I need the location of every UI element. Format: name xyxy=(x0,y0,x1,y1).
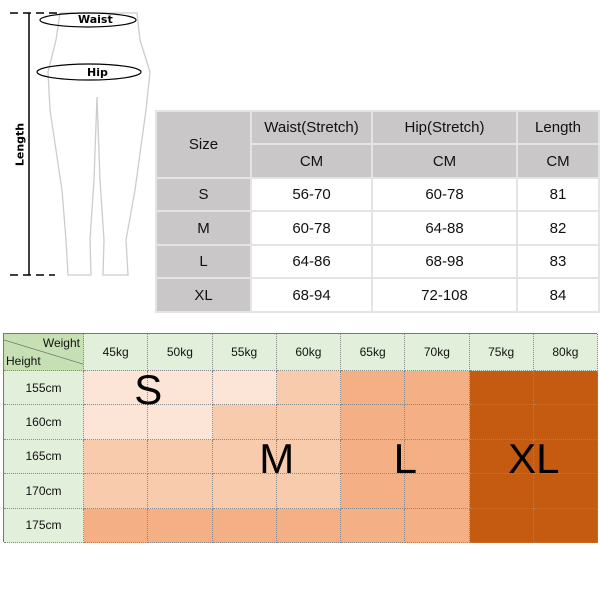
size-cell-l xyxy=(212,508,277,543)
size-cell-xl xyxy=(533,474,598,509)
size-cell-s xyxy=(84,371,149,406)
size-cell-s xyxy=(148,405,213,440)
weight-header: 55kg xyxy=(212,334,277,371)
length-cell: 82 xyxy=(516,210,600,246)
weight-header: 60kg xyxy=(276,334,341,371)
waist-label: Waist xyxy=(78,13,113,26)
size-cell-m xyxy=(276,371,341,406)
size-cell-s xyxy=(148,371,213,406)
size-cell-xl xyxy=(533,439,598,475)
size-cell-l xyxy=(405,439,470,475)
size-cell-xl xyxy=(469,508,534,543)
size-cell-l xyxy=(276,508,341,543)
size-cell-xl xyxy=(533,508,598,543)
size-cell-s xyxy=(212,371,277,406)
length-label: Length xyxy=(13,122,27,167)
unit-length: CM xyxy=(516,143,600,179)
corner-height-label: Height xyxy=(6,354,41,368)
size-cell-l xyxy=(405,474,470,509)
size-cell-xl xyxy=(469,439,534,475)
hip-cell: 60-78 xyxy=(371,177,518,212)
weight-header: 75kg xyxy=(469,334,534,371)
size-cell-l xyxy=(341,371,406,406)
waist-cell: 64-86 xyxy=(250,244,373,279)
corner-header: Weight Height xyxy=(4,334,84,371)
height-header: 160cm xyxy=(4,405,84,440)
table-row: XL 68-94 72-108 84 xyxy=(155,277,600,313)
table-row: S 56-70 60-78 81 xyxy=(155,177,600,212)
size-cell: S xyxy=(155,177,252,212)
size-zone-label-m: M xyxy=(259,435,295,482)
size-cell-l xyxy=(341,405,406,440)
length-cell: 83 xyxy=(516,244,600,279)
size-cell-m xyxy=(276,474,341,509)
size-cell-l xyxy=(341,474,406,509)
size-cell-m xyxy=(212,405,277,440)
height-header: 155cm xyxy=(4,371,84,406)
size-cell-l xyxy=(84,508,149,543)
weight-header: 80kg xyxy=(533,334,598,371)
size-cell: XL xyxy=(155,277,252,313)
header-waist: Waist(Stretch) xyxy=(250,110,373,145)
length-cell: 84 xyxy=(516,277,600,313)
size-cell-l xyxy=(405,508,470,543)
size-zone-label-s: S xyxy=(134,366,163,414)
size-cell-l xyxy=(341,508,406,543)
hip-cell: 64-88 xyxy=(371,210,518,246)
size-cell-m xyxy=(84,474,149,509)
size-cell-l xyxy=(341,439,406,475)
waist-cell: 68-94 xyxy=(250,277,373,313)
unit-waist: CM xyxy=(250,143,373,179)
height-header: 175cm xyxy=(4,508,84,543)
size-cell-xl xyxy=(469,371,534,406)
weight-height-chart: Weight Height 45kg 50kg 55kg 60kg 65kg 70kg 75kg… xyxy=(3,333,598,543)
unit-hip: CM xyxy=(371,143,518,179)
table-row: M 60-78 64-88 82 xyxy=(155,210,600,246)
header-size: Size xyxy=(155,110,252,179)
size-table: Size Waist(Stretch) Hip(Stretch) Length … xyxy=(155,110,600,313)
height-header: 170cm xyxy=(4,474,84,509)
header-hip: Hip(Stretch) xyxy=(371,110,518,145)
size-cell-m xyxy=(148,439,213,475)
size-zone-label-xl: XL xyxy=(508,435,560,482)
hip-label: Hip xyxy=(87,66,108,79)
length-cell: 81 xyxy=(516,177,600,212)
height-header: 165cm xyxy=(4,439,84,475)
hip-cell: 68-98 xyxy=(371,244,518,279)
size-cell-m xyxy=(84,439,149,475)
size-cell: M xyxy=(155,210,252,246)
size-cell-m xyxy=(212,474,277,509)
hip-cell: 72-108 xyxy=(371,277,518,313)
size-cell: L xyxy=(155,244,252,279)
size-cell-l xyxy=(148,508,213,543)
size-cell-l xyxy=(405,405,470,440)
waist-cell: 56-70 xyxy=(250,177,373,212)
leggings-illustration xyxy=(10,12,151,276)
size-zone-label-l: L xyxy=(393,435,417,482)
weight-header: 50kg xyxy=(148,334,213,371)
weight-header: 70kg xyxy=(405,334,470,371)
weight-header: 65kg xyxy=(341,334,406,371)
size-cell-m xyxy=(276,405,341,440)
size-cell-l xyxy=(405,371,470,406)
waist-cell: 60-78 xyxy=(250,210,373,246)
table-row: L 64-86 68-98 83 xyxy=(155,244,600,279)
size-cell-xl xyxy=(533,405,598,440)
size-cell-m xyxy=(212,439,277,475)
size-cell-xl xyxy=(469,474,534,509)
size-cell-xl xyxy=(469,405,534,440)
size-cell-xl xyxy=(533,371,598,406)
weight-header: 45kg xyxy=(84,334,149,371)
corner-weight-label: Weight xyxy=(42,336,80,350)
header-length: Length xyxy=(516,110,600,145)
size-cell-m xyxy=(276,439,341,475)
size-cell-m xyxy=(148,474,213,509)
size-cell-s xyxy=(84,405,149,440)
